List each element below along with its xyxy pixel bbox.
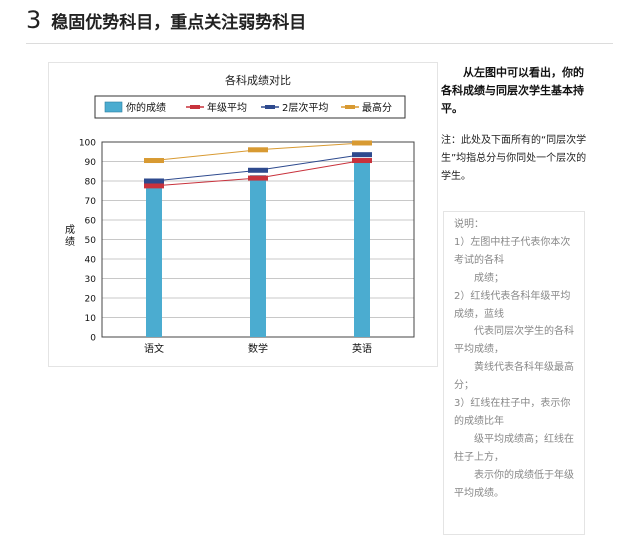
intro-note: 注：此处及下面所有的“同层次学生”均指总分与你同处一个层次的学生。 [441,135,587,182]
explanation-line: 成绩，蓝线 [454,308,504,320]
section-title: 稳固优势科目，重点关注弱势科目 [51,13,307,33]
series-marker [352,158,372,164]
bar-your-score [354,159,370,337]
explanation-line: 代表同层次学生的各科 [474,326,574,338]
explanation-line: 柱子上方， [454,451,504,463]
x-tick-label: 语文 [144,342,164,355]
explanation-line: 平均成绩， [454,344,504,356]
y-tick-label: 10 [85,314,97,324]
x-tick-label: 数学 [248,342,268,355]
x-tick-label: 英语 [352,342,372,355]
legend-swatch-marker [190,105,200,109]
y-tick-label: 0 [90,334,96,344]
y-tick-label: 90 [85,158,97,168]
section-number: 3 [26,6,42,34]
series-marker [352,152,372,158]
y-tick-label: 20 [85,295,97,305]
intro-summary: 从左图中可以看出，你的各科成绩与同层次学生基本持平。 [441,66,584,115]
series-marker [248,167,268,173]
chart-title: 各科成绩对比 [225,73,291,87]
y-tick-label: 60 [85,217,97,227]
bar-your-score [146,184,162,337]
section-heading: 3 稳固优势科目，重点关注弱势科目 [26,6,306,36]
legend-label: 你的成绩 [126,101,166,114]
explanation-line: 级平均成绩高；红线在 [474,433,574,445]
explanation-line: 2）红线代表各科年级平均 [454,290,571,302]
section-divider [26,43,613,44]
series-marker [248,147,268,153]
series-marker [144,158,164,164]
legend-swatch-bar [104,101,123,113]
series-marker [352,140,372,146]
explanation-line: 1）左图中柱子代表你本次 [454,236,571,248]
explanation-line: 平均成绩。 [454,487,504,499]
explanation-line: 成绩； [474,272,504,284]
explanation-line: 考试的各科 [454,254,504,266]
y-tick-label: 70 [85,197,97,207]
explanation-line: 3）红线在柱子中，表示你 [454,398,571,410]
series-marker [144,178,164,184]
y-tick-label: 80 [85,178,97,188]
legend-label: 2层次平均 [282,101,328,114]
explanation-line: 分； [454,380,474,392]
chart-panel: 各科成绩对比你的成绩 年级平均 2层次平均 最高分 0 10 20 30 40 50 60 70 80 9… [48,62,438,367]
explanation-line: 说明： [454,219,484,230]
y-tick-label: 30 [85,275,97,285]
y-axis-label: 成绩 [65,224,75,248]
series-marker [248,175,268,181]
intro-panel: 从左图中可以看出，你的各科成绩与同层次学生基本持平。 注：此处及下面所有的“同层… [441,64,589,186]
legend-swatch-marker [265,105,275,109]
explanation-line: 表示你的成绩低于年级 [474,469,574,481]
legend-label: 最高分 [362,101,392,114]
legend-label: 年级平均 [207,101,247,114]
y-tick-label: 50 [85,236,97,246]
y-tick-label: 40 [85,256,97,266]
series-marker [144,183,164,189]
legend-box [94,95,406,119]
explanation-line: 黄线代表各科年级最高 [474,362,574,374]
bar-your-score [250,175,266,337]
legend-swatch-marker [345,105,355,109]
explanation-box: 说明： 1）左图中柱子代表你本次 考试的各科成绩； 2）红线代表各科年级平均 成绩，蓝线… [443,211,585,535]
explanation-line: 的成绩比年 [454,415,504,427]
y-tick-label: 100 [79,139,96,149]
